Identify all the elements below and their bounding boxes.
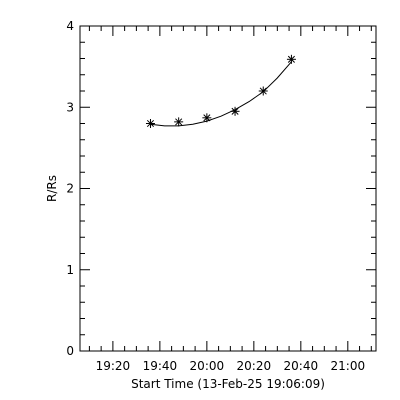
x-tick-label: 20:40 xyxy=(284,359,319,373)
points-layer xyxy=(145,54,296,128)
data-point xyxy=(145,119,155,128)
x-tick-label: 21:00 xyxy=(331,359,366,373)
y-tick-label: 3 xyxy=(66,100,74,114)
y-axis-title: R/Rs xyxy=(45,175,59,202)
y-tick-label: 0 xyxy=(66,344,74,358)
fit-curve xyxy=(150,61,292,127)
data-point xyxy=(174,117,184,127)
y-tick-label: 1 xyxy=(66,263,74,277)
fit-layer xyxy=(150,61,292,127)
data-point xyxy=(258,86,268,96)
data-point xyxy=(202,113,212,123)
x-tick-label: 20:20 xyxy=(237,359,272,373)
x-tick-label: 19:40 xyxy=(143,359,178,373)
x-tick-label: 19:20 xyxy=(96,359,131,373)
ticks-layer: 19:20 19:40 20:00 20:20 20:40 21:00 0 1 2 3 4 xyxy=(66,19,376,373)
x-tick-label: 20:00 xyxy=(190,359,225,373)
data-point xyxy=(230,106,240,116)
x-axis-title: Start Time (13-Feb-25 19:06:09) xyxy=(131,377,325,391)
data-point xyxy=(286,54,296,64)
y-tick-label: 2 xyxy=(66,182,74,196)
y-tick-label: 4 xyxy=(66,19,74,33)
